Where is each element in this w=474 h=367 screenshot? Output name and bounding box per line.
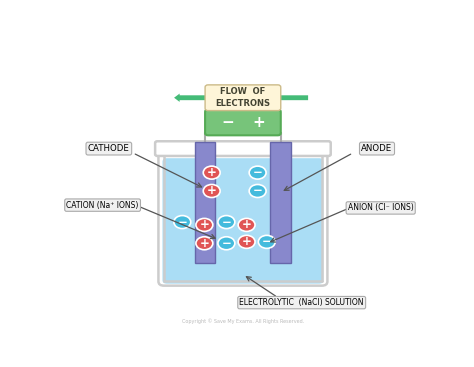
Text: ANION (Cl⁻ IONS): ANION (Cl⁻ IONS) — [348, 203, 413, 212]
Text: FLOW  OF
ELECTRONS: FLOW OF ELECTRONS — [215, 87, 271, 108]
Text: −: − — [253, 166, 263, 179]
FancyBboxPatch shape — [205, 110, 281, 135]
Text: −: − — [253, 185, 263, 197]
Text: Copyright © Save My Exams. All Rights Reserved.: Copyright © Save My Exams. All Rights Re… — [182, 318, 304, 324]
Text: −: − — [262, 235, 272, 248]
Text: +: + — [200, 237, 210, 250]
Text: −: − — [221, 237, 231, 250]
Circle shape — [203, 166, 220, 179]
Circle shape — [249, 166, 266, 179]
Text: +: + — [207, 185, 217, 197]
Text: +: + — [207, 166, 217, 179]
FancyBboxPatch shape — [155, 141, 331, 156]
Text: ANODE: ANODE — [361, 144, 392, 153]
Circle shape — [218, 215, 235, 229]
Text: +: + — [242, 235, 252, 248]
Text: +: + — [200, 218, 210, 232]
FancyBboxPatch shape — [163, 158, 323, 284]
Circle shape — [196, 218, 213, 232]
Circle shape — [218, 237, 235, 250]
Text: −: − — [221, 115, 234, 130]
Circle shape — [238, 235, 255, 248]
Text: CATHODE: CATHODE — [88, 144, 130, 153]
Circle shape — [258, 235, 275, 248]
Text: +: + — [242, 218, 252, 232]
Bar — [271, 142, 291, 263]
Text: CATION (Na⁺ IONS): CATION (Na⁺ IONS) — [66, 201, 139, 210]
Circle shape — [203, 185, 220, 197]
Text: −: − — [177, 215, 187, 229]
Circle shape — [238, 218, 255, 232]
Text: −: − — [221, 215, 231, 229]
Circle shape — [196, 237, 213, 250]
Circle shape — [174, 215, 191, 229]
Text: ELECTROLYTIC  (NaCl) SOLUTION: ELECTROLYTIC (NaCl) SOLUTION — [239, 298, 364, 307]
Bar — [195, 142, 215, 263]
Text: +: + — [252, 115, 264, 130]
FancyBboxPatch shape — [205, 85, 281, 110]
Circle shape — [249, 185, 266, 197]
